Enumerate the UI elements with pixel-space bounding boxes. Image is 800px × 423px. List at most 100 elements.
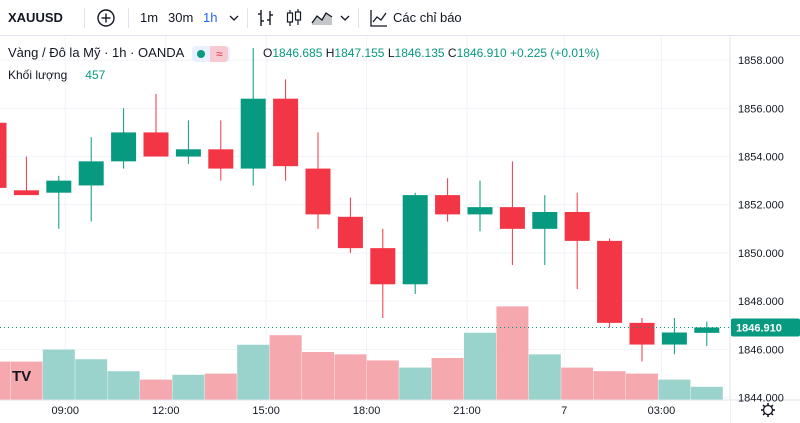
y-tick-label: 1848.000 xyxy=(738,296,784,308)
candle-body[interactable] xyxy=(143,132,169,157)
symbol-legend: Vàng / Đô la Mỹ · 1h · OANDA ≈ xyxy=(8,45,231,62)
change-value: +0.225 (+0.01%) xyxy=(510,46,600,60)
volume-bar xyxy=(399,367,432,400)
volume-bar xyxy=(42,349,75,400)
y-tick-label: 1858.000 xyxy=(738,55,784,67)
toolbar-divider xyxy=(128,8,129,28)
close-value: 1846.910 xyxy=(456,46,507,60)
volume-label: Khối lượng xyxy=(8,68,68,82)
time-axis[interactable] xyxy=(0,400,730,423)
y-tick-label: 1852.000 xyxy=(738,200,784,212)
price-chart[interactable]: 1858.000 1856.000 1854.000 1852.000 1850.000… xyxy=(0,36,800,423)
volume-bar xyxy=(302,352,334,400)
candle-body[interactable] xyxy=(273,98,299,167)
indicators-label: Các chỉ báo xyxy=(393,10,462,25)
x-tick-label: 7 xyxy=(561,405,567,417)
last-price-label: 1846.910 xyxy=(736,322,782,334)
x-tick-label: 18:00 xyxy=(353,405,381,417)
interval-30m[interactable]: 30m xyxy=(168,10,194,25)
low-label: L xyxy=(387,46,395,60)
gear-tooth xyxy=(770,404,774,408)
volume-bar xyxy=(626,373,658,400)
chevron-down-icon xyxy=(229,15,239,21)
y-tick-label: 1854.000 xyxy=(738,152,784,164)
candle-body[interactable] xyxy=(694,327,720,333)
market-status-badge[interactable]: ≈ xyxy=(192,46,231,62)
tradingview-logo[interactable]: TV xyxy=(12,368,32,385)
y-tick-label: 1846.000 xyxy=(738,344,784,356)
x-tick-label: 21:00 xyxy=(453,405,481,417)
plus-circle-icon xyxy=(97,9,115,27)
candle-body[interactable] xyxy=(597,240,623,323)
interval-1m[interactable]: 1m xyxy=(140,10,159,25)
toolbar-divider xyxy=(247,8,248,28)
volume-legend: Khối lượng 457 xyxy=(8,67,105,83)
x-tick-label: 15:00 xyxy=(252,405,280,417)
x-tick-label: 12:00 xyxy=(152,405,180,417)
candle-body[interactable] xyxy=(499,207,525,229)
volume-bar xyxy=(10,361,43,400)
toolbar-divider xyxy=(84,8,85,28)
candle-body[interactable] xyxy=(111,132,137,162)
candles-icon xyxy=(286,9,302,26)
candle-body[interactable] xyxy=(0,122,7,188)
volume-bar xyxy=(334,354,367,400)
candle-body[interactable] xyxy=(564,211,590,241)
candle-body[interactable] xyxy=(629,322,655,345)
candle-body[interactable] xyxy=(46,180,72,193)
price-axis[interactable] xyxy=(730,36,800,423)
toolbar-divider xyxy=(358,8,359,28)
volume-bar xyxy=(366,360,399,400)
volume-value: 457 xyxy=(85,68,106,82)
high-label: H xyxy=(325,46,335,60)
last-price-badge xyxy=(731,318,800,337)
volume-bar xyxy=(107,371,140,400)
volume-bar xyxy=(269,335,302,400)
settings-gear-icon[interactable] xyxy=(761,403,775,417)
candle-body[interactable] xyxy=(661,332,687,345)
candle-body[interactable] xyxy=(305,168,331,215)
area-chart-icon xyxy=(311,12,333,25)
volume-bar xyxy=(431,358,464,400)
candle-body[interactable] xyxy=(370,248,396,285)
ohlc-readout: O1846.685 H1847.155 L1846.135 C1846.910 … xyxy=(263,45,599,61)
volume-bar xyxy=(593,371,626,400)
volume-bar xyxy=(75,359,108,400)
indicators-icon xyxy=(370,10,387,27)
candle-body[interactable] xyxy=(208,149,234,169)
market-open-dot-icon xyxy=(197,50,206,58)
open-value: 1846.685 xyxy=(272,46,323,60)
gear-tooth xyxy=(770,412,774,416)
x-tick-label: 09:00 xyxy=(52,405,80,417)
x-tick-label: 03:00 xyxy=(648,405,676,417)
candle-body[interactable] xyxy=(175,149,201,157)
gear-tooth xyxy=(762,404,766,408)
symbol-search[interactable]: XAUUSD xyxy=(8,10,63,25)
candle-body[interactable] xyxy=(78,161,104,186)
volume-bar xyxy=(140,379,172,400)
approx-icon: ≈ xyxy=(210,46,229,62)
y-tick-label: 1856.000 xyxy=(738,103,784,115)
candle-body[interactable] xyxy=(435,195,461,215)
bars-icon xyxy=(258,10,273,26)
y-tick-label: 1850.000 xyxy=(738,248,784,260)
candle-body[interactable] xyxy=(402,195,428,285)
volume-bar xyxy=(496,306,529,400)
volume-bar xyxy=(528,354,561,400)
volume-bar xyxy=(0,361,10,400)
candle-body[interactable] xyxy=(337,216,363,249)
candle-body[interactable] xyxy=(13,190,39,196)
candle-body[interactable] xyxy=(467,207,493,215)
interval-1h[interactable]: 1h xyxy=(203,10,218,25)
candle-body[interactable] xyxy=(532,211,558,229)
legend-title: Vàng / Đô la Mỹ · 1h · OANDA xyxy=(8,45,185,60)
volume-bar xyxy=(172,374,205,400)
close-label: C xyxy=(447,46,457,60)
open-label: O xyxy=(263,46,273,60)
volume-bar xyxy=(690,386,723,400)
chevron-down-icon xyxy=(340,15,350,21)
candle-body[interactable] xyxy=(240,98,266,169)
volume-bar xyxy=(561,367,594,400)
gear-tooth xyxy=(762,412,766,416)
volume-bar xyxy=(464,332,496,400)
